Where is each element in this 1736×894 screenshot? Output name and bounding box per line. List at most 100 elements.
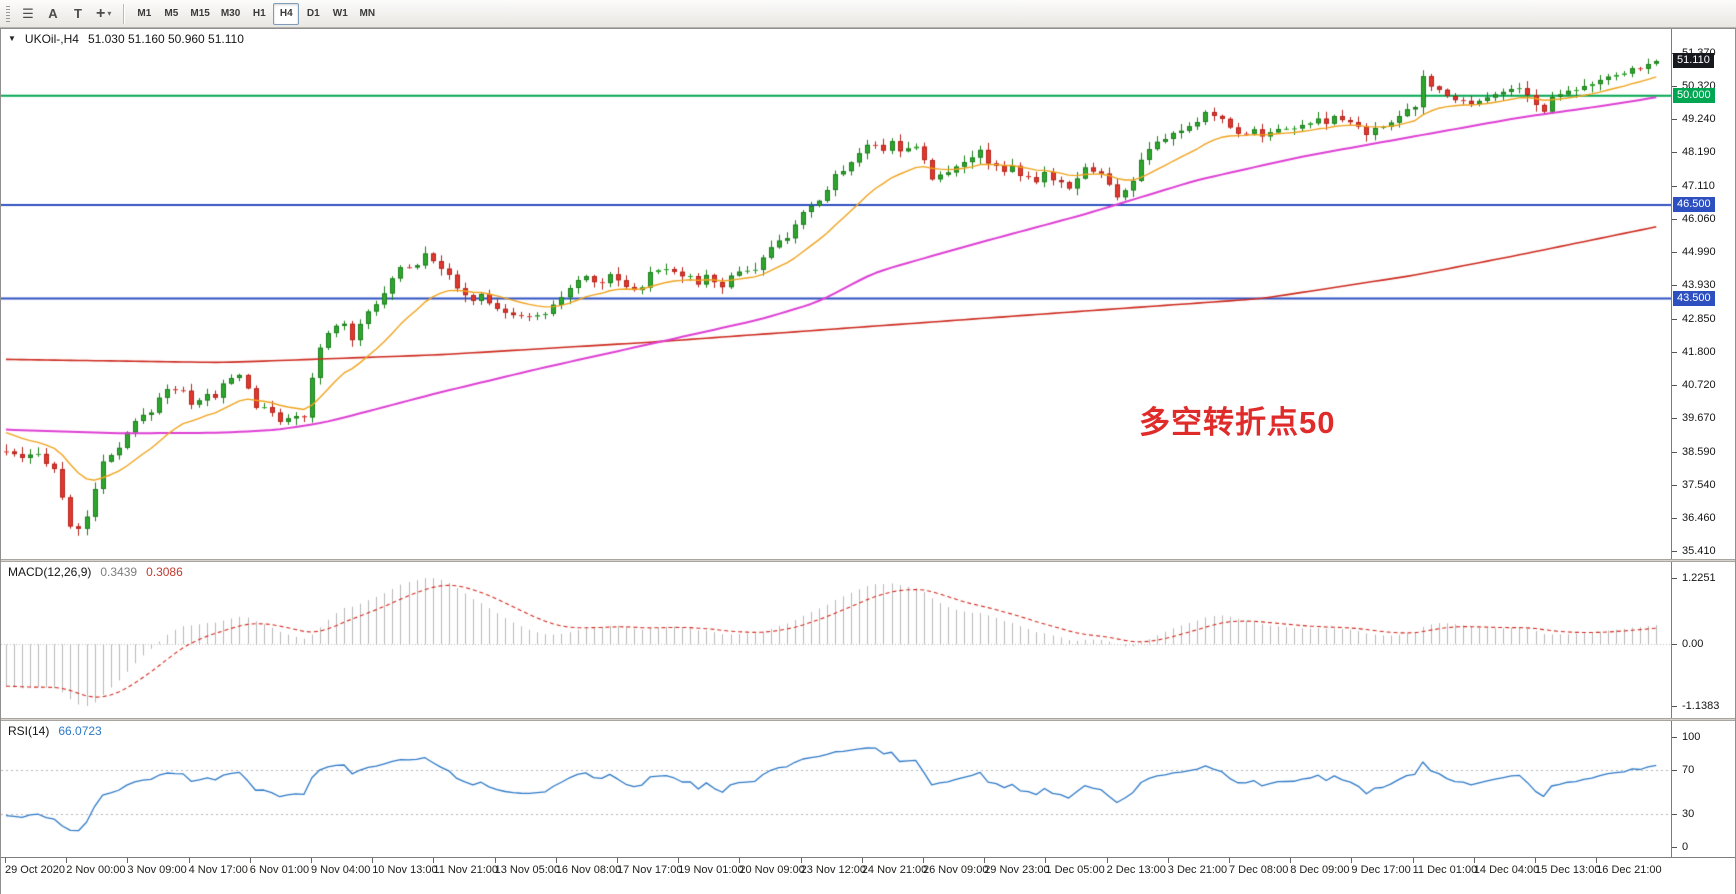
- rsi-header: RSI(14) 66.0723: [8, 724, 102, 738]
- rsi-value: 66.0723: [58, 724, 102, 738]
- price-scale-label: 49.240: [1672, 113, 1716, 126]
- timeframe-m1[interactable]: M1: [131, 3, 157, 25]
- crosshair-tool[interactable]: + ▾: [91, 3, 116, 25]
- macd-chart-canvas[interactable]: [1, 562, 1672, 718]
- time-axis-label: 15 Dec 13:00: [1535, 858, 1601, 876]
- rsi-panel: RSI(14) 66.0723 100 70 30 0: [1, 721, 1735, 857]
- timeframe-m5[interactable]: M5: [158, 3, 184, 25]
- time-axis-label: 14 Dec 04:00: [1473, 858, 1540, 876]
- dropdown-caret-icon: ▾: [107, 9, 112, 18]
- price-marker-51.110: 51.110: [1673, 53, 1714, 69]
- time-axis-label: 16 Nov 08:00: [555, 858, 622, 876]
- time-axis-label: 11 Nov 21:00: [433, 858, 499, 876]
- time-axis-label: 29 Oct 2020: [5, 858, 65, 876]
- rsi-scale-label: 30: [1672, 808, 1694, 821]
- time-axis-label: 26 Nov 09:00: [923, 858, 989, 876]
- price-scale-label: 39.670: [1672, 412, 1716, 425]
- panel-divider-rsi[interactable]: [1, 718, 1735, 721]
- price-scale[interactable]: 51.37050.32049.24048.19047.11046.06044.9…: [1671, 29, 1735, 559]
- timeframe-w1[interactable]: W1: [327, 3, 353, 25]
- text-frame-tool[interactable]: T: [66, 3, 90, 25]
- price-scale-label: 41.800: [1672, 346, 1716, 359]
- time-axis-label: 9 Nov 04:00: [311, 858, 371, 876]
- timeframe-group: M1 M5 M15 M30 H1 H4 D1 W1 MN: [131, 2, 380, 25]
- time-axis-label: 17 Nov 17:00: [617, 858, 683, 876]
- time-axis-label: 11 Dec 01:00: [1412, 858, 1478, 876]
- timeframe-d1[interactable]: D1: [300, 3, 326, 25]
- price-scale-label: 42.850: [1672, 313, 1716, 326]
- charts-list-tool[interactable]: ☰: [16, 3, 40, 25]
- macd-header: MACD(12,26,9) 0.3439 0.3086: [8, 565, 183, 579]
- time-axis[interactable]: 29 Oct 2020 2 Nov 00:00 3 Nov 09:00 4 Nov 1…: [1, 857, 1735, 894]
- chart-title-bar: ▼ UKOil-,H4 51.030 51.160 50.960 51.110: [8, 32, 244, 46]
- time-axis-label: 8 Dec 09:00: [1290, 858, 1350, 876]
- time-axis-label: 23 Nov 12:00: [800, 858, 867, 876]
- timeframe-m30[interactable]: M30: [216, 3, 245, 25]
- symbol-period-label: UKOil-,H4: [24, 32, 79, 46]
- time-axis-label: 10 Nov 13:00: [372, 858, 438, 876]
- time-axis-label: 19 Nov 01:00: [678, 858, 744, 876]
- time-axis-label: 29 Nov 23:00: [984, 858, 1050, 876]
- timeframe-m15[interactable]: M15: [185, 3, 214, 25]
- time-axis-label: 16 Dec 21:00: [1596, 858, 1662, 876]
- collapse-arrow-icon[interactable]: ▼: [8, 34, 16, 43]
- menu-lines-icon: ☰: [22, 6, 34, 21]
- timeframe-mn[interactable]: MN: [354, 3, 380, 25]
- time-axis-label: 6 Nov 01:00: [249, 858, 310, 876]
- panel-divider-macd[interactable]: [1, 559, 1735, 562]
- price-scale-label: 35.410: [1672, 545, 1716, 558]
- time-axis-label: 7 Dec 08:00: [1229, 858, 1289, 876]
- price-scale-label: 44.990: [1672, 246, 1716, 259]
- price-marker-50.000: 50.000: [1673, 87, 1715, 103]
- price-scale-label: 46.060: [1672, 213, 1716, 226]
- macd-label: MACD(12,26,9): [8, 565, 92, 579]
- rsi-scale-label: 100: [1672, 731, 1700, 744]
- line-studies-group: ☰ A T + ▾: [16, 3, 116, 25]
- price-scale-label: 48.190: [1672, 146, 1716, 159]
- macd-scale-label: 1.2251: [1672, 572, 1716, 585]
- toolbar-separator: [123, 3, 125, 24]
- rsi-scale[interactable]: 100 70 30 0: [1671, 721, 1735, 857]
- macd-scale[interactable]: 1.2251 0.00 -1.1383: [1671, 562, 1735, 718]
- rsi-chart-canvas[interactable]: [1, 721, 1672, 857]
- timeframe-h1[interactable]: H1: [246, 3, 272, 25]
- macd-panel: MACD(12,26,9) 0.3439 0.3086 1.2251 0.00 -1…: [1, 562, 1735, 718]
- time-axis-label: 2 Nov 00:00: [66, 858, 126, 876]
- toolbar-drag-handle[interactable]: [6, 5, 10, 22]
- ohlc-values: 51.030 51.160 50.960 51.110: [87, 32, 244, 46]
- rsi-scale-label: 70: [1672, 764, 1694, 777]
- chart-window: ▼ UKOil-,H4 51.030 51.160 50.960 51.110 …: [0, 28, 1736, 894]
- price-scale-label: 47.110: [1672, 180, 1715, 193]
- chart-annotation-text[interactable]: 多空转折点50: [1139, 405, 1336, 440]
- time-axis-label: 3 Dec 21:00: [1167, 858, 1228, 876]
- macd-scale-label: 0.00: [1672, 638, 1703, 651]
- rsi-scale-label: 0: [1672, 841, 1688, 854]
- price-chart-canvas[interactable]: [1, 29, 1672, 559]
- text-label-tool[interactable]: A: [41, 3, 65, 25]
- text-t-icon: T: [74, 6, 82, 21]
- price-panel: ▼ UKOil-,H4 51.030 51.160 50.960 51.110 …: [1, 29, 1735, 559]
- timeframe-h4[interactable]: H4: [273, 2, 300, 25]
- price-scale-label: 38.590: [1672, 446, 1716, 459]
- time-axis-label: 20 Nov 09:00: [739, 858, 805, 876]
- macd-scale-label: -1.1383: [1672, 700, 1719, 713]
- time-axis-label: 2 Dec 13:00: [1106, 858, 1166, 876]
- crosshair-icon: +: [96, 4, 106, 22]
- price-scale-label: 43.930: [1672, 279, 1716, 292]
- time-axis-label: 9 Dec 17:00: [1351, 858, 1411, 876]
- price-scale-label: 37.540: [1672, 479, 1716, 492]
- price-scale-label: 36.460: [1672, 512, 1716, 525]
- text-a-icon: A: [48, 6, 58, 21]
- macd-signal-value: 0.3086: [146, 565, 183, 579]
- rsi-label: RSI(14): [8, 724, 50, 738]
- time-axis-label: 4 Nov 17:00: [188, 858, 248, 876]
- time-axis-label: 3 Nov 09:00: [127, 858, 187, 876]
- time-axis-label: 24 Nov 21:00: [861, 858, 928, 876]
- time-axis-label: 13 Nov 05:00: [494, 858, 561, 876]
- macd-main-value: 0.3439: [100, 565, 138, 579]
- price-scale-label: 40.720: [1672, 379, 1716, 392]
- price-marker-46.500: 46.500: [1673, 196, 1715, 212]
- price-marker-43.500: 43.500: [1673, 290, 1715, 306]
- toolbar: ☰ A T + ▾ M1 M5 M15 M30 H1 H4 D1 W1 MN: [0, 0, 1736, 28]
- time-axis-label: 1 Dec 05:00: [1045, 858, 1105, 876]
